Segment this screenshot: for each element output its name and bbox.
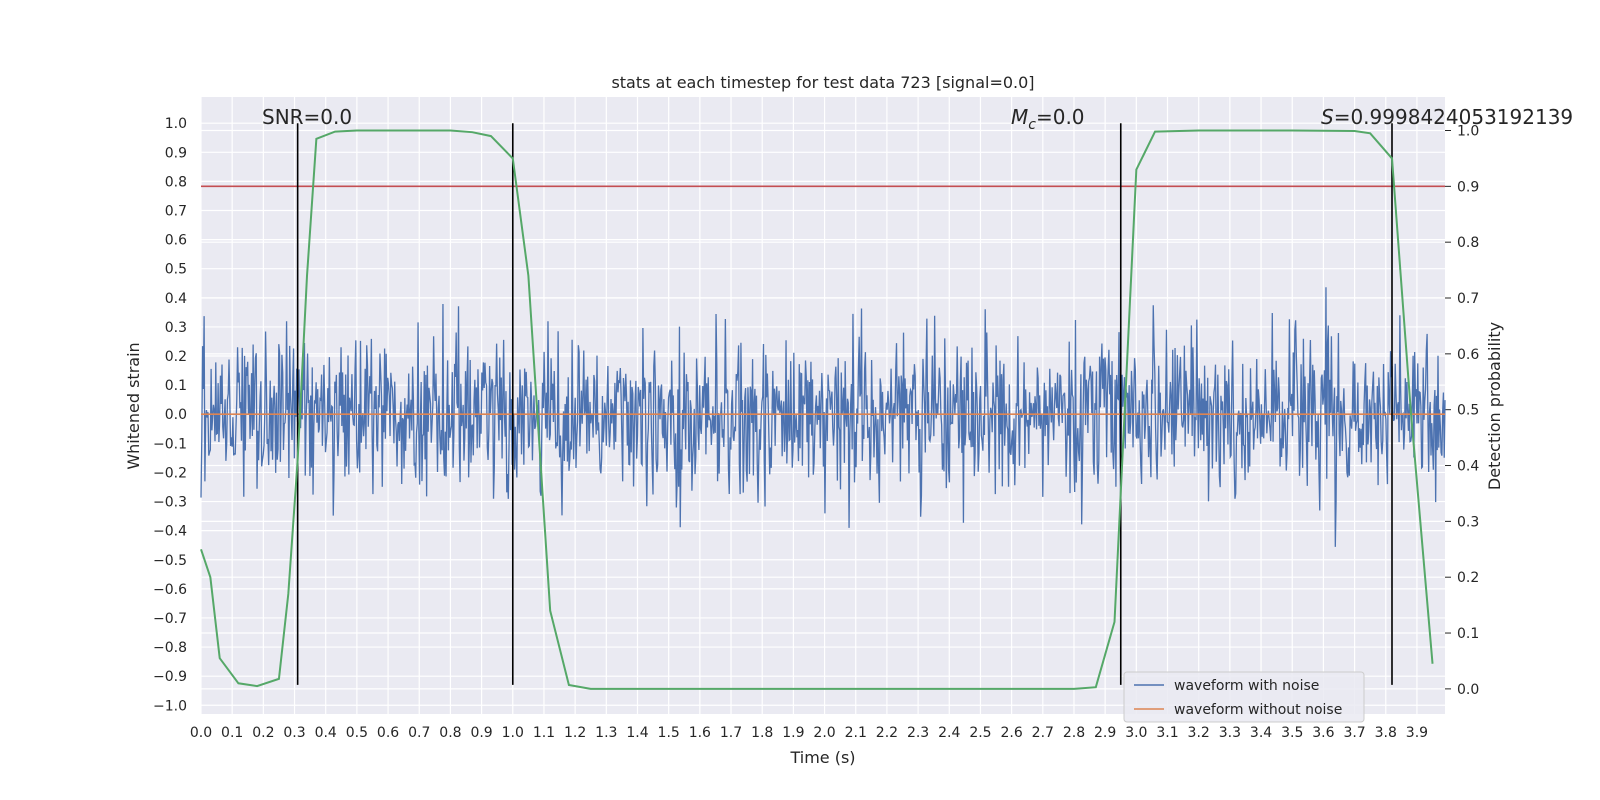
y-tick-label: 0.5 <box>165 262 187 278</box>
legend-label-noise: waveform with noise <box>1174 678 1319 694</box>
y-axis-title: Whitened strain <box>124 342 143 469</box>
y-tick-label: 0.7 <box>165 204 187 220</box>
series-detection-probability <box>200 129 1434 690</box>
x-tick-label: 3.6 <box>1312 725 1334 741</box>
x-tick-label: 2.7 <box>1032 725 1054 741</box>
vertical-markers <box>296 123 1393 685</box>
x-tick-label: 1.9 <box>782 725 804 741</box>
y-tick-label: −1.0 <box>153 698 187 714</box>
x-tick-label: 2.6 <box>1000 725 1022 741</box>
y-tick-label: 0.6 <box>165 233 187 249</box>
y-tick-label: 0.2 <box>165 349 187 365</box>
x-tick-label: 2.3 <box>907 725 929 741</box>
y2-tick-label: 0.0 <box>1457 682 1479 698</box>
y2-tick-label: 0.2 <box>1457 570 1479 586</box>
y-tick-label: 0.3 <box>165 320 187 336</box>
mc-annotation: Mc=0.0 <box>1011 105 1085 133</box>
x-tick-labels: 0.0 0.1 0.2 0.3 0.4 0.5 0.6 0.7 0.8 0.9 1.0 1.1 1.2 1… <box>190 725 1428 741</box>
x-tick-label: 3.7 <box>1343 725 1365 741</box>
y-tick-label: −0.2 <box>153 465 187 481</box>
y-tick-label: −0.7 <box>153 611 187 627</box>
y2-axis-title: Detection probability <box>1485 322 1504 490</box>
x-tick-label: 1.2 <box>564 725 586 741</box>
y-tick-label: −0.6 <box>153 582 187 598</box>
x-tick-label: 1.6 <box>689 725 711 741</box>
x-tick-label: 2.8 <box>1063 725 1085 741</box>
y2-tick-label: 0.6 <box>1457 347 1479 363</box>
y-tick-labels: 1.0 0.9 0.8 0.7 0.6 0.5 0.4 0.3 0.2 0.1 0.0 −0.1 −0.… <box>153 116 187 714</box>
x-tick-label: 1.5 <box>658 725 680 741</box>
y-tick-label: 0.0 <box>165 407 187 423</box>
x-tick-label: 1.3 <box>595 725 617 741</box>
snr-annotation: SNR=0.0 <box>262 105 352 129</box>
x-tick-label: 2.2 <box>876 725 898 741</box>
y-tick-label: −0.5 <box>153 553 187 569</box>
legend: waveform with noise waveform without noi… <box>1123 671 1365 723</box>
x-tick-label: 0.0 <box>190 725 212 741</box>
y-tick-label: −0.9 <box>153 669 187 685</box>
x-tick-label: 3.4 <box>1250 725 1272 741</box>
s-annotation: S=0.9998424053192139 <box>1321 105 1573 129</box>
chart-title: stats at each timestep for test data 723… <box>611 73 1034 92</box>
detection-probability-line <box>200 129 1434 690</box>
y2-tick-label: 0.9 <box>1457 179 1479 195</box>
x-tick-label: 2.5 <box>969 725 991 741</box>
x-tick-label: 1.8 <box>751 725 773 741</box>
x-tick-label: 1.0 <box>502 725 524 741</box>
x-tick-label: 2.0 <box>813 725 835 741</box>
x-tick-label: 3.9 <box>1406 725 1428 741</box>
x-tick-label: 3.3 <box>1219 725 1241 741</box>
y2-tick-label: 0.1 <box>1457 626 1479 642</box>
x-tick-label: 2.4 <box>938 725 960 741</box>
x-tick-label: 2.1 <box>845 725 867 741</box>
y-tick-label: −0.3 <box>153 495 187 511</box>
y2-tick-label: 0.5 <box>1457 403 1479 419</box>
x-tick-label: 3.0 <box>1125 725 1147 741</box>
y2-tick-labels: 1.0 0.9 0.8 0.7 0.6 0.5 0.4 0.3 0.2 0.1 0.0 <box>1457 124 1479 698</box>
x-tick-label: 3.1 <box>1156 725 1178 741</box>
x-tick-label: 0.2 <box>252 725 274 741</box>
x-tick-label: 1.4 <box>626 725 648 741</box>
y-tick-label: 0.8 <box>165 174 187 190</box>
x-tick-label: 0.4 <box>315 725 337 741</box>
y-tick-label: −0.8 <box>153 640 187 656</box>
x-axis-title: Time (s) <box>789 748 855 767</box>
y-tick-label: 0.4 <box>165 291 187 307</box>
x-tick-label: 1.7 <box>720 725 742 741</box>
x-tick-label: 3.5 <box>1281 725 1303 741</box>
y-tick-label: 1.0 <box>165 116 187 132</box>
y2-tick-label: 1.0 <box>1457 124 1479 140</box>
series-waveform-with-noise <box>200 287 1446 547</box>
x-tick-label: 0.9 <box>470 725 492 741</box>
y-tick-label: −0.1 <box>153 436 187 452</box>
x-tick-label: 3.2 <box>1188 725 1210 741</box>
x-tick-label: 2.9 <box>1094 725 1116 741</box>
x-tick-label: 3.8 <box>1375 725 1397 741</box>
y-tick-label: 0.9 <box>165 145 187 161</box>
x-tick-label: 0.7 <box>408 725 430 741</box>
legend-label-clean: waveform without noise <box>1174 702 1342 718</box>
x-tick-label: 0.6 <box>377 725 399 741</box>
x-tick-label: 0.3 <box>283 725 305 741</box>
x-tick-label: 0.1 <box>221 725 243 741</box>
y2-tick-label: 0.8 <box>1457 235 1479 251</box>
waveform-with-noise-line <box>200 287 1446 547</box>
y-tick-label: 0.1 <box>165 378 187 394</box>
y-tick-label: −0.4 <box>153 524 187 540</box>
x-tick-label: 1.1 <box>533 725 555 741</box>
y2-tick-label: 0.4 <box>1457 459 1479 475</box>
x-tick-label: 0.8 <box>439 725 461 741</box>
legend-box <box>1123 671 1365 723</box>
x-tick-label: 0.5 <box>346 725 368 741</box>
y2-tick-label: 0.3 <box>1457 514 1479 530</box>
y2-tick-label: 0.7 <box>1457 291 1479 307</box>
